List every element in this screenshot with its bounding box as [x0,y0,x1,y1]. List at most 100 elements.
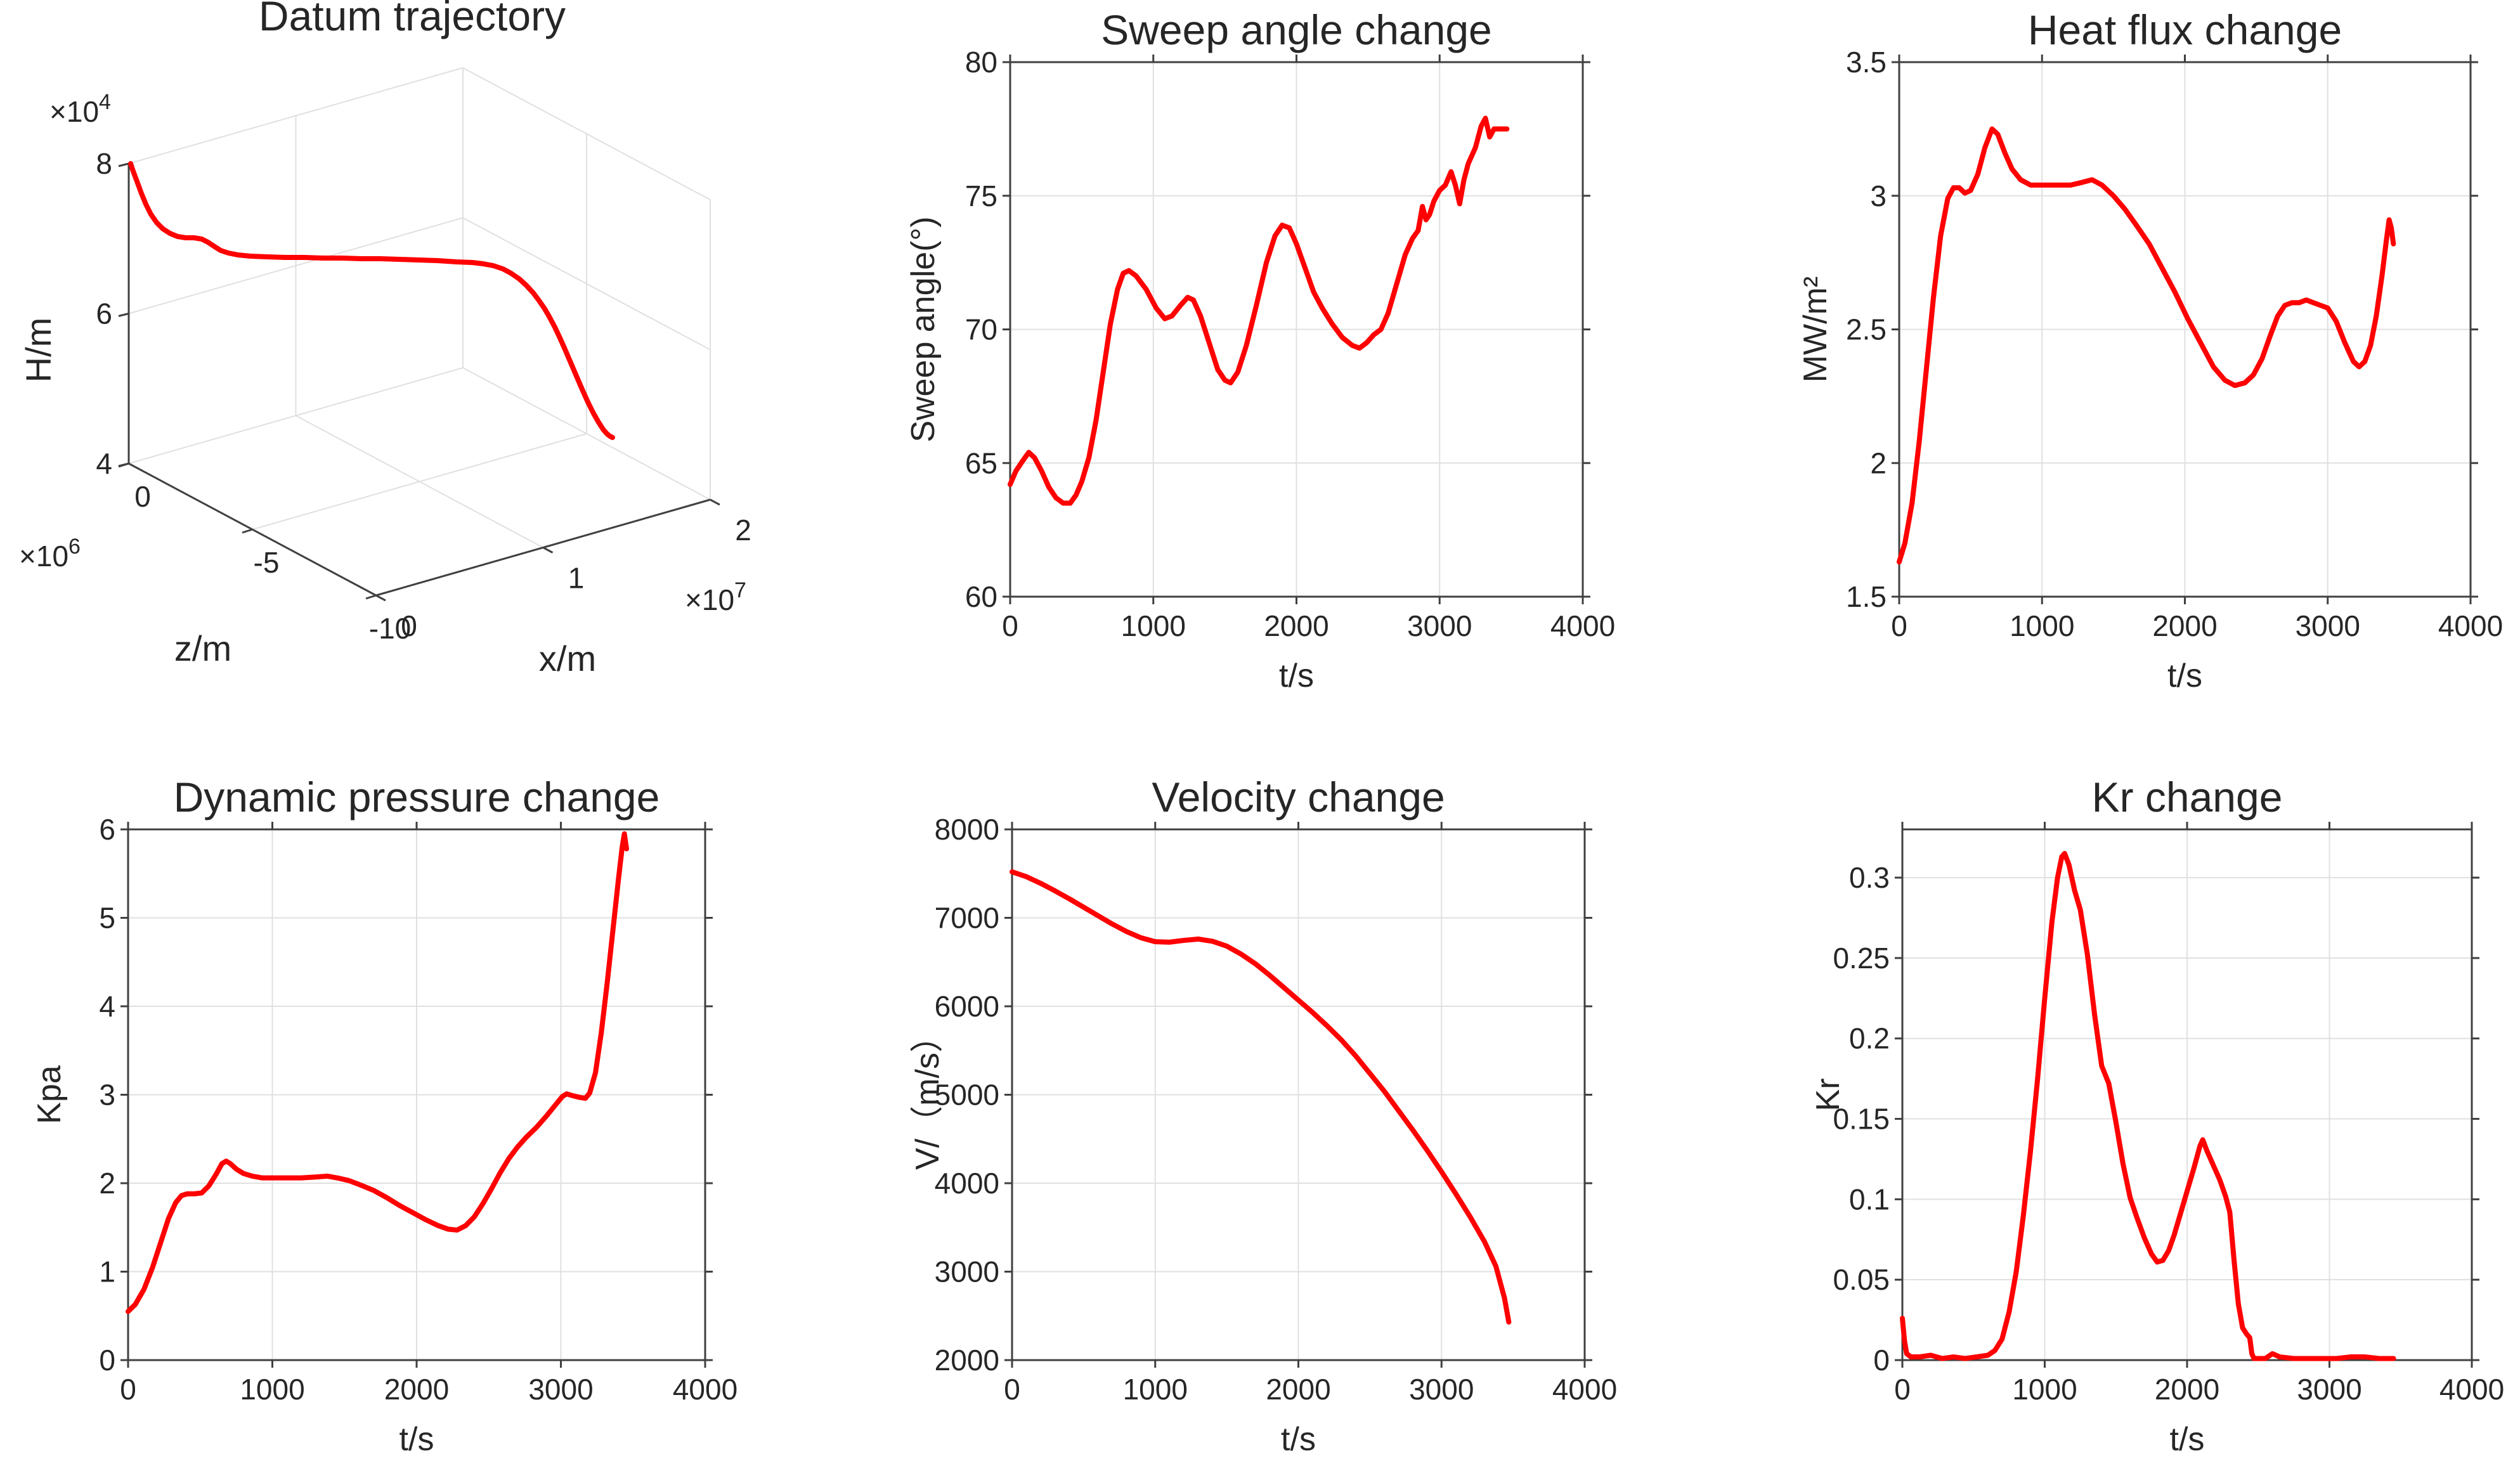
grid-line [462,217,711,351]
x-axis-label: t/s [1281,1421,1316,1458]
data-line [1897,126,2396,565]
y-tick-label: 75 [965,179,997,212]
z-axis-label: z/m [174,628,231,668]
x-axis-label: t/s [2170,1421,2205,1458]
x-axis-label: t/s [1279,658,1314,694]
y-tick-label: 0.1 [1849,1183,1890,1216]
x-tick-label: 0 [120,1373,136,1406]
y-tick-label: 3 [99,1079,115,1112]
y-tick-label: 3000 [935,1255,999,1288]
h-tick-label: 4 [96,447,112,480]
y-tick-label: 70 [965,313,997,346]
y-tick-label: 7000 [935,902,999,935]
x-axis-label: t/s [2167,658,2202,694]
chart-velocity-change: 0 1000 2000 3000 4000 2000 3000 4000 5000 6000 700… [909,774,1617,1458]
x-tick-label: 4000 [2438,609,2503,642]
z-tick [365,594,377,600]
y-tick-label: 0 [1873,1344,1890,1377]
x-tick-label: 2000 [1266,1373,1330,1406]
x-axis-label: x/m [539,639,596,678]
x-tick-label: 2000 [1264,609,1328,642]
y-tick-label: 0.25 [1833,942,1890,975]
grid-line [128,217,464,315]
x-tick-label: 2000 [2155,1373,2219,1406]
grid-line [252,433,587,530]
h-tick [118,162,129,167]
y-tick-label: 0.2 [1849,1022,1890,1055]
chart-kr-change: 0 1000 2000 3000 4000 0 0.05 0.1 0.15 0.2 0.25 0.3 K… [1810,774,2504,1458]
y-tick-label: 1 [99,1255,115,1288]
chart-title: Kr change [2092,774,2283,821]
x-tick [710,498,720,506]
x-tick [375,594,386,602]
y-tick-label: 0.3 [1849,861,1890,894]
y-tick-label: 6 [99,813,115,846]
z-exponent-label: ×106 [19,535,81,573]
y-tick-label: 2000 [935,1344,999,1377]
chart-title: Velocity change [1152,774,1445,821]
x-tick-label: 4000 [1550,609,1615,642]
z-tick-label: -10 [369,612,411,645]
y-tick-label: 2.5 [1846,313,1887,346]
y-tick-label: 1.5 [1846,580,1887,613]
data-line [1008,115,1510,506]
trajectory-line [128,161,615,440]
x-tick-label: 3000 [1407,609,1472,642]
x-exponent-label: ×107 [685,578,746,616]
x-tick-label: 3000 [1409,1373,1474,1406]
y-tick-label: 8000 [935,813,999,846]
x-tick-label: 1000 [1121,609,1186,642]
x-axis-label: t/s [399,1421,434,1458]
y-tick-label: 5 [99,902,115,935]
x-tick-label: 4000 [1552,1373,1617,1406]
x-tick-label: 0 [1004,1373,1020,1406]
chart-title: Sweep angle change [1101,6,1492,53]
y-axis-label: MW/m² [1797,276,1834,382]
x-tick-label: 1 [568,562,585,595]
z-tick [118,462,129,468]
x-tick-label: 1000 [240,1373,304,1406]
y-tick-label: 3.5 [1846,46,1887,79]
x-tick-label: 0 [1002,609,1018,642]
y-tick-label: 5000 [935,1079,999,1112]
chart-title: Datum trajectory [259,0,566,39]
x-tick-label: 2 [735,514,751,547]
y-tick-label: 60 [965,580,997,613]
y-tick-label: 65 [965,446,997,479]
y-tick-label: 0 [99,1344,115,1377]
y-tick-label: 4000 [935,1167,999,1200]
y-tick-label: 2 [1870,446,1887,479]
x-tick-label: 3000 [528,1373,593,1406]
chart-heat-flux-change: 0 1000 2000 3000 4000 1.5 2 2.5 3 3.5 Heat flux ch… [1797,6,2503,694]
h-axis-label: H/m [18,318,58,383]
y-tick-label: 3 [1870,179,1887,212]
data-line [126,831,630,1314]
x-tick-label: 3000 [2296,609,2360,642]
chart-title: Dynamic pressure change [174,774,660,821]
y-tick-label: 4 [99,990,115,1023]
data-line [1900,851,2396,1361]
y-axis-label: V/（m/s） [909,1020,946,1170]
x-tick-label: 4000 [2439,1373,2504,1406]
y-axis-label: Kpa [31,1065,68,1124]
chart-dynamic-pressure-change: 0 1000 2000 3000 4000 0 1 2 3 4 5 6 Dynamic pressure… [31,774,737,1458]
h-tick-label: 8 [96,147,112,180]
y-tick-label: 0.05 [1833,1263,1890,1296]
z-tick-label: -5 [254,546,280,579]
z-tick-label: 0 [134,480,151,513]
y-tick-label: 80 [965,46,997,79]
x-tick-label: 1000 [2012,1373,2077,1406]
x-tick-label: 3000 [2297,1373,2361,1406]
x-tick-label: 2000 [2152,609,2217,642]
h-exponent-label: ×104 [49,90,111,128]
x-tick-label: 4000 [673,1373,737,1406]
data-line [1010,869,1512,1325]
z-tick [242,528,253,534]
y-tick-label: 0.15 [1833,1103,1890,1136]
y-axis-label: Sweep angle(°) [905,216,942,442]
x-tick [542,547,554,554]
x-tick-label: 2000 [384,1373,449,1406]
